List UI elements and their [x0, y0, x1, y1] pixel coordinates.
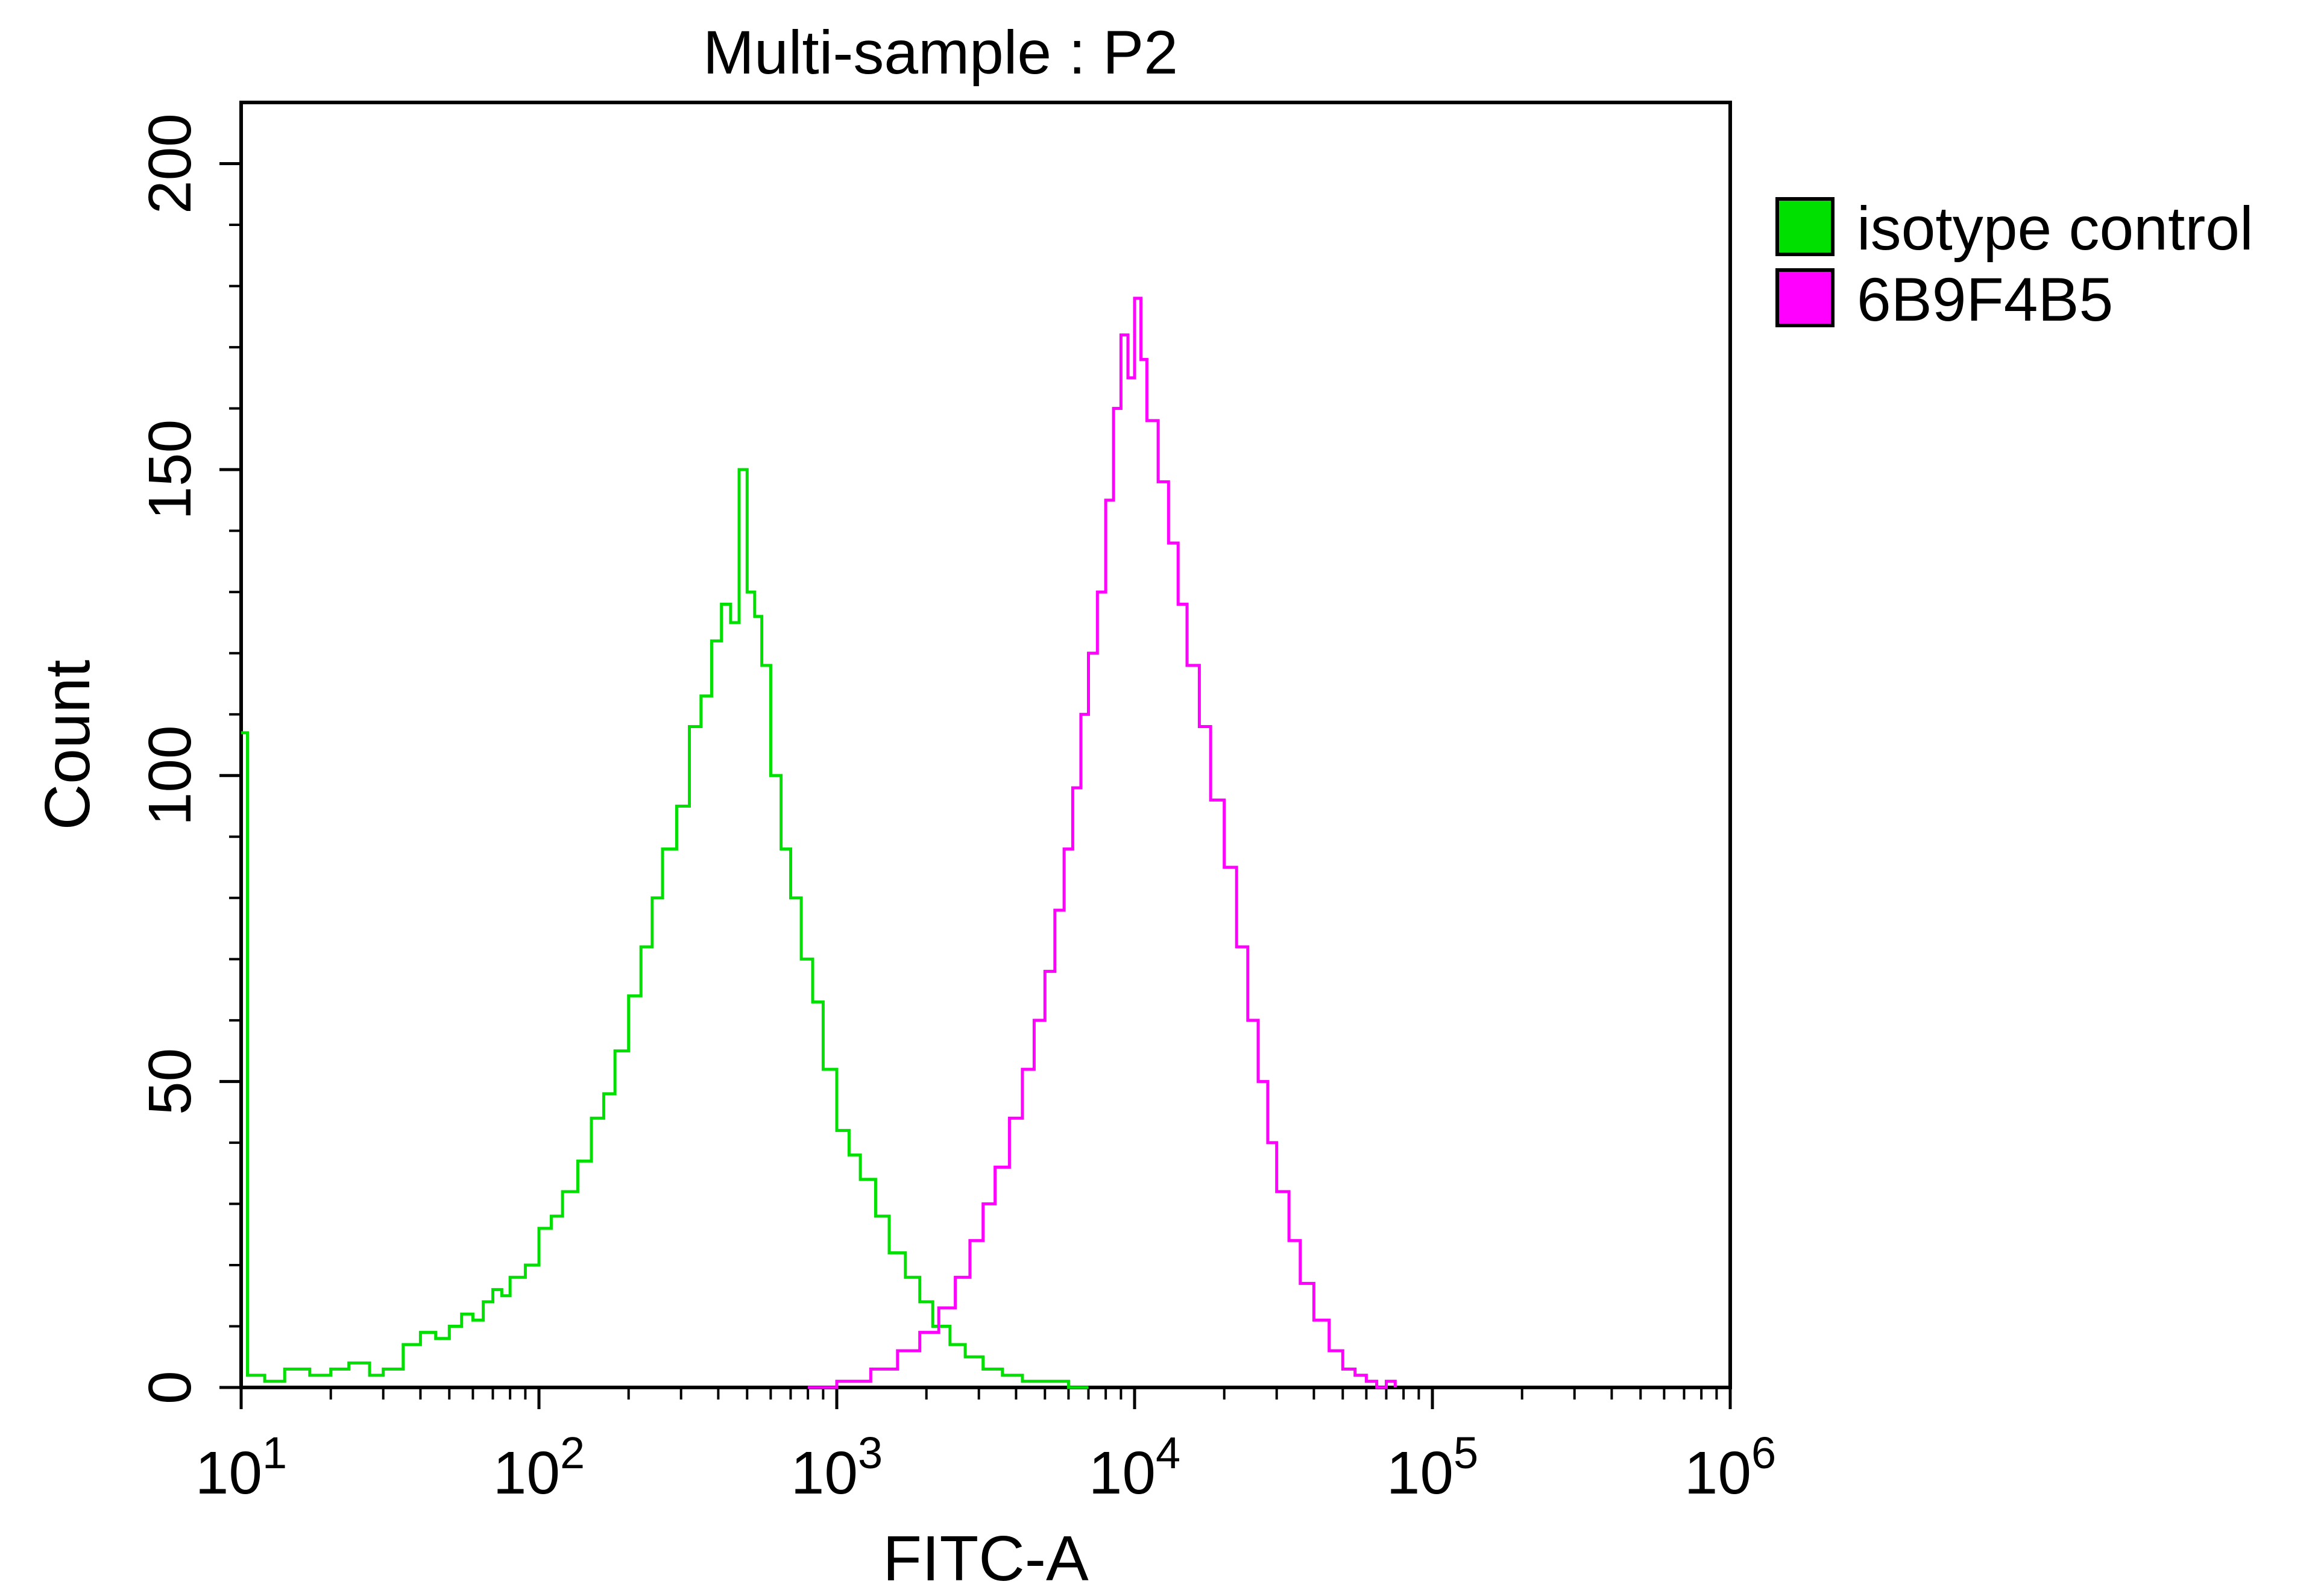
x-tick-label: 105 — [1387, 1428, 1478, 1507]
y-axis-label: Count — [32, 660, 103, 831]
x-tick-label: 101 — [195, 1428, 287, 1507]
x-axis-label: FITC-A — [883, 1523, 1089, 1594]
legend-label: 6B9F4B5 — [1857, 265, 2113, 334]
x-tick-label: 106 — [1684, 1428, 1776, 1507]
x-tick-label: 102 — [493, 1428, 585, 1507]
y-tick-label: 200 — [136, 113, 204, 214]
series-layer — [241, 297, 1397, 1389]
plot-frame — [239, 101, 1732, 1389]
y-tick-label: 150 — [136, 419, 204, 520]
y-tick-label: 100 — [136, 725, 204, 826]
x-axis-ticks: 101 102 103 104 105 106 — [195, 1387, 1776, 1507]
series-line-1 — [241, 468, 1089, 1389]
legend-swatch — [1775, 268, 1835, 327]
series-line-2 — [808, 297, 1397, 1389]
y-axis-ticks: 0 50 100 150 200 — [136, 113, 241, 1404]
x-tick-label: 103 — [791, 1428, 883, 1507]
y-tick-label: 0 — [136, 1371, 204, 1404]
y-tick-label: 50 — [136, 1048, 204, 1115]
legend-label: isotype control — [1857, 194, 2254, 263]
chart-title: Multi-sample : P2 — [703, 18, 1178, 87]
legend-swatch — [1775, 197, 1835, 256]
x-tick-label: 104 — [1089, 1428, 1180, 1507]
